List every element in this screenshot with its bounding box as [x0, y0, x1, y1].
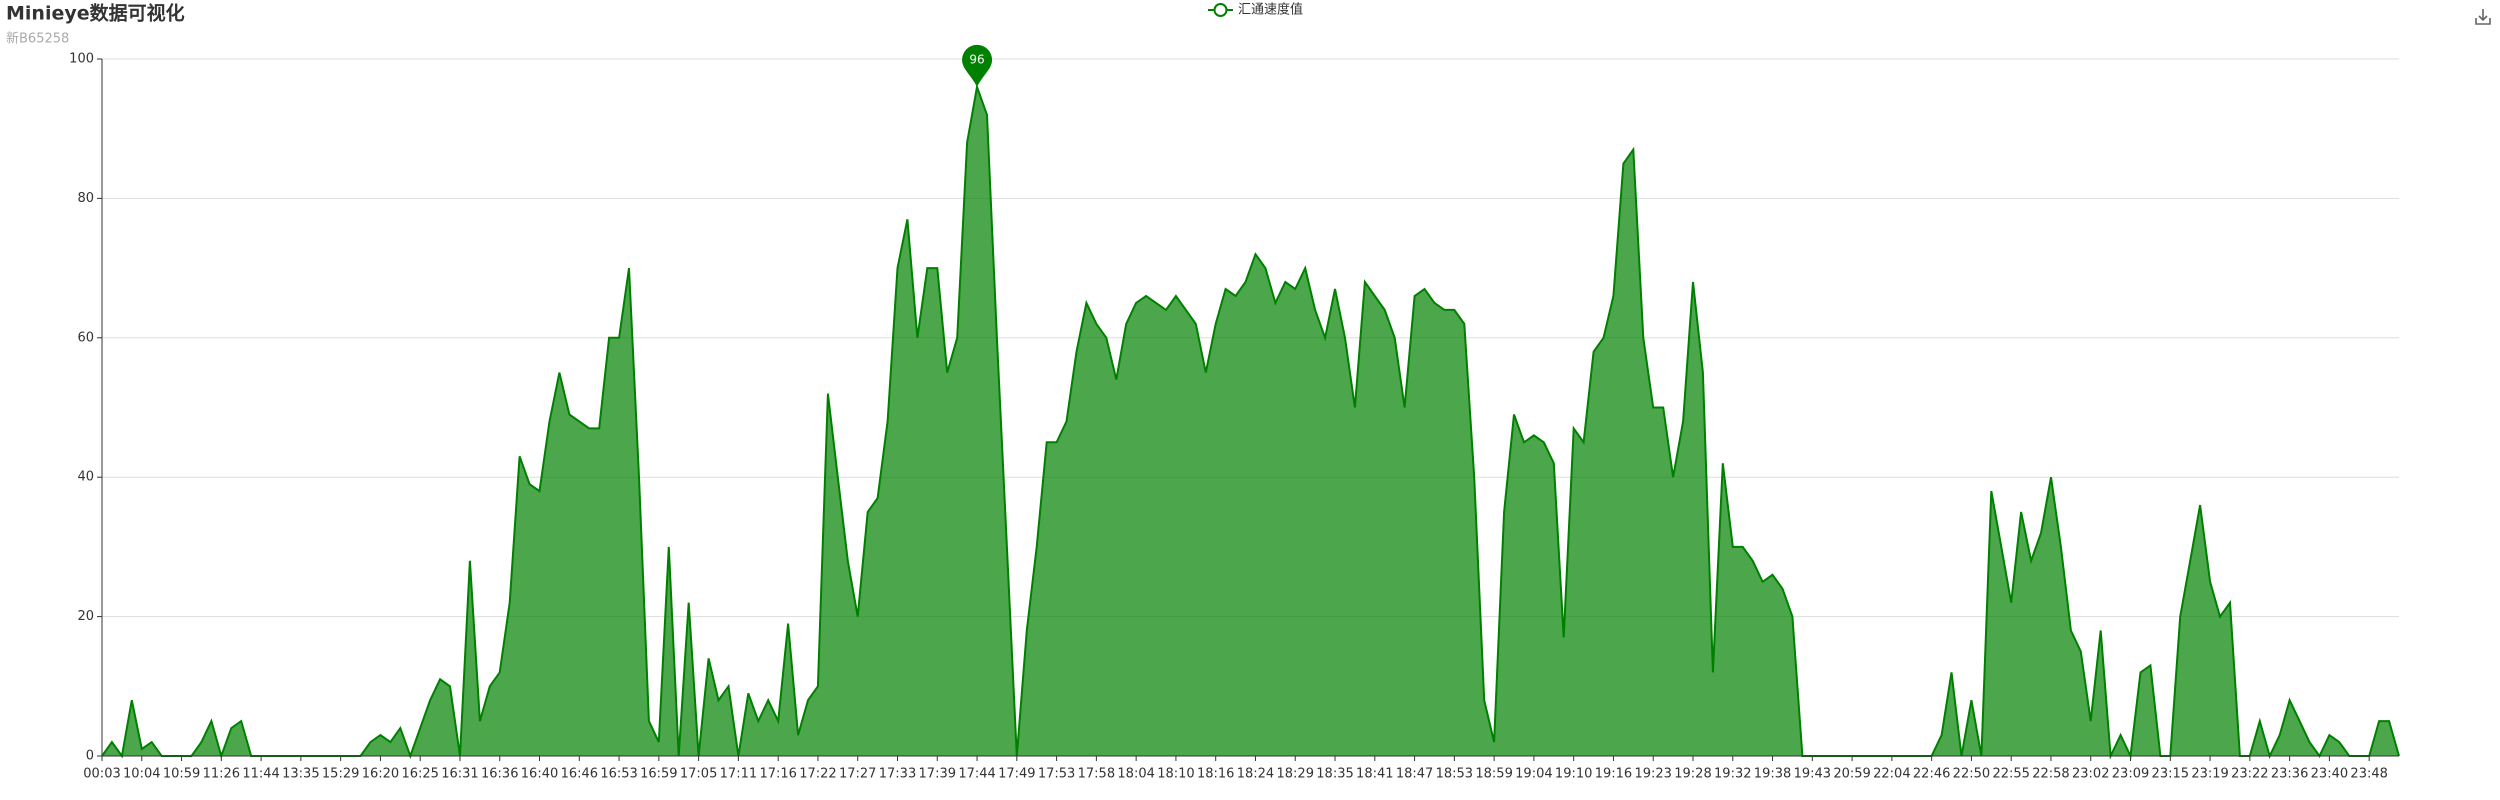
x-tick-label: 23:40	[2311, 767, 2348, 782]
download-arrow	[2478, 9, 2488, 22]
x-tick-label: 23:15	[2152, 767, 2189, 782]
download-icon	[2475, 18, 2491, 25]
x-tick-label: 23:19	[2191, 767, 2228, 782]
x-tick-label: 16:59	[640, 767, 677, 782]
legend-label: 汇通速度值	[1238, 2, 1303, 18]
x-tick-label: 17:53	[1038, 767, 1075, 782]
x-tick-label: 16:25	[401, 767, 438, 782]
y-tick-label: 40	[77, 470, 94, 485]
x-tick-label: 10:04	[123, 767, 160, 782]
x-tick-label: 16:31	[441, 767, 478, 782]
x-tick-label: 19:43	[1794, 767, 1831, 782]
legend-marker	[1213, 3, 1228, 17]
x-tick-label: 11:44	[242, 767, 279, 782]
x-tick-label: 18:04	[1117, 767, 1154, 782]
x-tick-label: 13:35	[282, 767, 319, 782]
x-tick-label: 17:11	[720, 767, 757, 782]
mark-point: 96	[962, 44, 993, 87]
x-tick-label: 19:23	[1634, 767, 1671, 782]
chart-title: Minieye数据可视化	[6, 2, 185, 25]
x-tick-label: 17:22	[799, 767, 836, 782]
y-tick-label: 0	[86, 749, 94, 764]
x-tick-label: 18:53	[1436, 767, 1473, 782]
x-tick-label: 23:09	[2112, 767, 2149, 782]
x-tick-label: 23:48	[2350, 767, 2387, 782]
x-tick-label: 16:40	[521, 767, 558, 782]
x-tick-label: 17:49	[998, 767, 1035, 782]
mark-label: 96	[969, 52, 984, 66]
x-tick-label: 23:02	[2072, 767, 2109, 782]
x-tick-label: 18:47	[1396, 767, 1433, 782]
x-tick-label: 16:53	[600, 767, 637, 782]
x-tick-label: 19:16	[1595, 767, 1632, 782]
x-tick-label: 17:44	[958, 767, 995, 782]
x-tick-label: 17:16	[759, 767, 796, 782]
x-tick-label: 10:59	[163, 767, 200, 782]
x-tick-label: 19:28	[1674, 767, 1711, 782]
download-button[interactable]	[2475, 9, 2491, 25]
x-tick-label: 18:24	[1237, 767, 1274, 782]
legend[interactable]: 汇通速度值	[1208, 2, 1303, 18]
x-tick-label: 20:59	[1833, 767, 1870, 782]
x-tick-label: 18:59	[1475, 767, 1512, 782]
x-tick-label: 16:20	[362, 767, 399, 782]
x-tick-label: 18:41	[1356, 767, 1393, 782]
x-tick-label: 22:46	[1913, 767, 1950, 782]
x-tick-label: 19:10	[1555, 767, 1592, 782]
x-tick-label: 15:29	[322, 767, 359, 782]
x-tick-label: 18:10	[1157, 767, 1194, 782]
x-tick-label: 18:16	[1197, 767, 1234, 782]
x-tick-label: 17:39	[919, 767, 956, 782]
x-tick-label: 18:29	[1277, 767, 1314, 782]
area	[102, 86, 2399, 756]
x-tick-label: 11:26	[203, 767, 240, 782]
x-tick-label: 17:27	[839, 767, 876, 782]
chart-subtitle: 新B65258	[6, 31, 69, 47]
x-tick-label: 16:36	[481, 767, 518, 782]
x-tick-label: 23:22	[2231, 767, 2268, 782]
x-tick-label: 19:32	[1714, 767, 1751, 782]
y-tick-label: 60	[77, 330, 94, 345]
line	[101, 83, 2400, 760]
y-tick-label: 80	[77, 191, 94, 206]
mark-pin	[962, 44, 993, 87]
x-tick-label: 00:03	[83, 767, 120, 782]
x-tick-label: 22:55	[1992, 767, 2029, 782]
x-tick-label: 18:35	[1316, 767, 1353, 782]
x-tick-label: 19:04	[1515, 767, 1552, 782]
x-tick-label: 17:33	[879, 767, 916, 782]
x-tick-label: 22:50	[1953, 767, 1990, 782]
x-tick-label: 16:46	[561, 767, 598, 782]
x-tick-label: 19:38	[1754, 767, 1791, 782]
x-tick-label: 22:04	[1873, 767, 1910, 782]
x-tick-label: 23:36	[2271, 767, 2308, 782]
y-tick-label: 20	[77, 609, 94, 624]
x-tick-label: 17:58	[1078, 767, 1115, 782]
x-tick-label: 22:58	[2032, 767, 2069, 782]
y-tick-label: 100	[69, 52, 94, 67]
x-tick-label: 17:05	[680, 767, 717, 782]
